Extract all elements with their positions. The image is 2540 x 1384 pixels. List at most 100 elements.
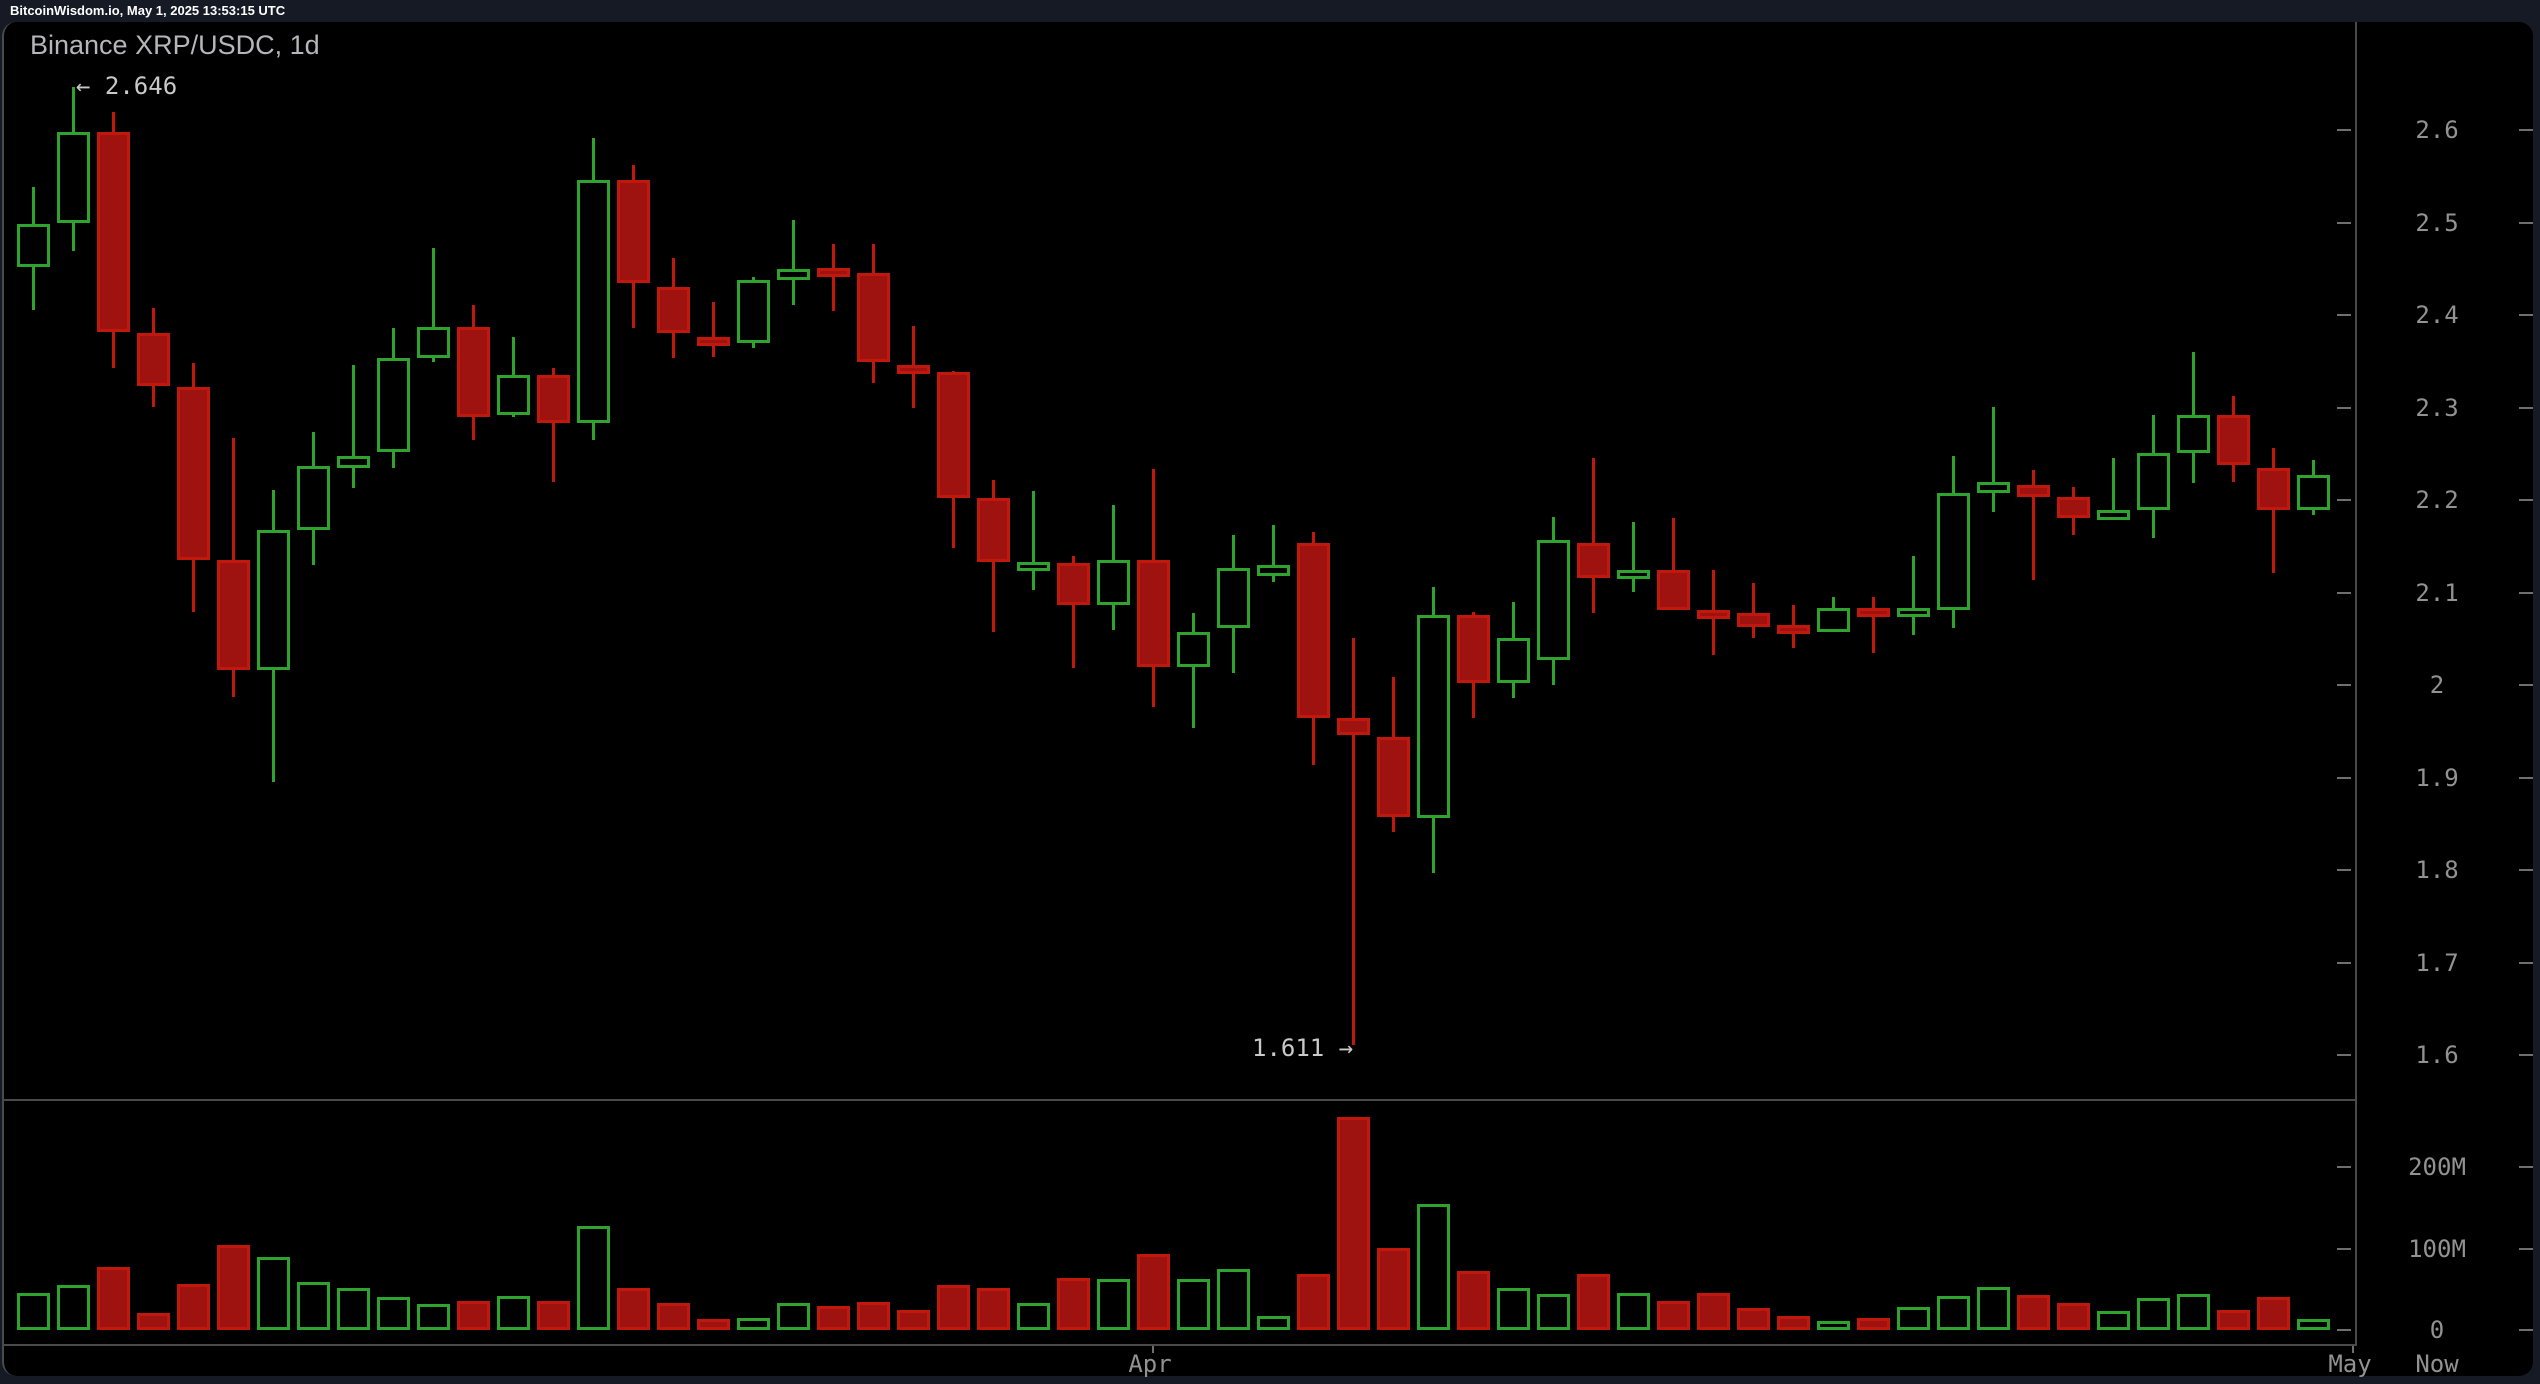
price-tick-left <box>2337 869 2351 871</box>
volume-bar <box>1416 1204 1450 1330</box>
volume-bar <box>216 1245 250 1330</box>
price-axis-label: 2.4 <box>2415 301 2459 329</box>
price-axis-label: 2 <box>2429 671 2445 699</box>
x-axis-tick <box>2352 1346 2354 1353</box>
volume-bar <box>1056 1277 1090 1330</box>
candle-body <box>2216 414 2250 465</box>
price-tick-left <box>2337 499 2351 501</box>
candle-wick <box>2111 458 2115 521</box>
price-tick-left <box>2337 961 2351 964</box>
price-axis-label: 2.3 <box>2415 393 2459 422</box>
volume-bar <box>1936 1295 1970 1330</box>
candle-body <box>2096 510 2130 521</box>
candle-wick <box>1871 597 1875 653</box>
candle-body <box>56 131 90 224</box>
price-axis-label: 2.1 <box>2415 578 2459 607</box>
candle-body <box>1616 570 1650 580</box>
candle-body <box>1656 570 1690 611</box>
volume-bar <box>1776 1316 1810 1330</box>
volume-bar <box>1256 1316 1290 1330</box>
volume-bar <box>1976 1286 2010 1330</box>
candle-body <box>376 357 410 452</box>
candle-body <box>1576 542 1610 578</box>
candle-wick <box>1591 458 1595 613</box>
volume-bar <box>1376 1247 1410 1330</box>
volume-tick-right <box>2519 1247 2533 1250</box>
volume-bar <box>976 1288 1010 1330</box>
candle-wick <box>1071 556 1075 669</box>
candle-wick <box>2271 448 2275 574</box>
candle-body <box>1976 482 2010 493</box>
volume-bar <box>696 1319 730 1330</box>
candle-body <box>696 337 730 347</box>
price-tick-left <box>2337 129 2351 131</box>
candle-body <box>1336 718 1370 735</box>
candle-body <box>136 332 170 387</box>
candle-wick <box>1991 406 1995 512</box>
candle-body <box>1696 610 1730 620</box>
price-tick-right <box>2519 499 2533 501</box>
candle-body <box>1376 736 1410 818</box>
price-tick-right <box>2519 869 2533 871</box>
candle-body <box>1816 608 1850 633</box>
volume-bar <box>2176 1294 2210 1330</box>
x-axis-label-may: May <box>2328 1350 2372 1378</box>
candle-wick <box>2031 470 2035 581</box>
candle-body <box>2256 467 2290 511</box>
candle-body <box>1256 564 1290 576</box>
price-tick-right <box>2519 776 2533 779</box>
volume-bar <box>1096 1279 1130 1330</box>
volume-bar <box>1736 1307 1770 1330</box>
volume-bar <box>376 1297 410 1330</box>
price-tick-left <box>2337 314 2351 316</box>
candle-body <box>336 455 370 468</box>
volume-bar <box>536 1300 570 1330</box>
price-tick-right <box>2519 961 2533 964</box>
volume-bar <box>856 1302 890 1330</box>
volume-bar <box>16 1292 50 1330</box>
price-tick-right <box>2519 406 2533 409</box>
status-bar: BitcoinWisdom.io, May 1, 2025 13:53:15 U… <box>0 0 2540 22</box>
candle-body <box>416 327 450 358</box>
volume-bar <box>176 1283 210 1330</box>
volume-tick-left <box>2337 1166 2351 1168</box>
volume-bar <box>496 1295 530 1330</box>
volume-bar <box>96 1267 130 1330</box>
candle-body <box>736 279 770 343</box>
volume-bar <box>456 1301 490 1330</box>
volume-bar <box>1696 1292 1730 1330</box>
price-axis-label: 1.8 <box>2415 856 2459 884</box>
candle-wick <box>1351 637 1355 1045</box>
candle-wick <box>1191 612 1195 729</box>
candle-body <box>856 273 890 363</box>
volume-bar <box>1496 1287 1530 1330</box>
volume-bar <box>1816 1321 1850 1330</box>
candle-body <box>496 375 530 415</box>
volume-bar <box>736 1317 770 1330</box>
price-tick-left <box>2337 1054 2351 1056</box>
candle-body <box>816 267 850 277</box>
candle-wick <box>831 243 835 312</box>
volume-bar <box>1296 1273 1330 1330</box>
chart-panel[interactable] <box>2 22 2533 1376</box>
pane-separator-line <box>2 1099 2356 1101</box>
volume-bar <box>816 1306 850 1330</box>
status-bar-text: BitcoinWisdom.io, May 1, 2025 13:53:15 U… <box>10 3 286 18</box>
candle-body <box>616 179 650 283</box>
price-axis-label: 2.5 <box>2415 208 2459 237</box>
candle-body <box>1496 637 1530 684</box>
volume-bar <box>56 1285 90 1330</box>
candle-body <box>896 364 930 374</box>
volume-bar <box>2136 1298 2170 1330</box>
price-axis-label: 1.7 <box>2415 948 2459 977</box>
candle-body <box>296 465 330 530</box>
candle-body <box>1536 539 1570 661</box>
candle-body <box>576 179 610 424</box>
volume-bar <box>2056 1303 2090 1330</box>
candle-body <box>216 560 250 671</box>
candle-wick <box>711 302 715 357</box>
volume-tick-left <box>2337 1329 2351 1331</box>
x-axis-tick <box>1152 1346 1154 1353</box>
volume-bar <box>1616 1293 1650 1330</box>
